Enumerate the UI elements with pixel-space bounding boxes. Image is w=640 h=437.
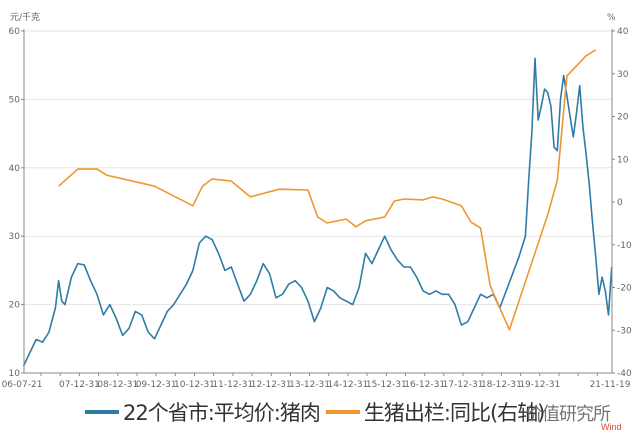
legend-item-pork-price: 22个省市:平均价:猪肉 [85,397,321,427]
right-tick-label: -20 [617,284,632,294]
x-tick-label: 21-11-19 [590,380,631,390]
left-tick-label: 30 [9,232,21,242]
x-tick-label: 11-12-31 [212,380,253,390]
x-tick-label: 15-12-31 [366,380,407,390]
chart-legend: 22个省市:平均价:猪肉 生猪出栏:同比(右轴) [85,395,550,429]
left-tick-label: 40 [9,164,21,174]
legend-swatch-blue [85,410,119,414]
x-tick-label: 08-12-31 [97,380,138,390]
x-tick-label: 14-12-31 [328,380,369,390]
left-axis-unit-label: 元/千克 [10,12,40,23]
series-line [58,49,597,331]
left-tick-label: 20 [9,301,21,311]
right-tick-label: -10 [617,241,632,251]
right-tick-label: -30 [617,326,632,336]
left-tick-label: 10 [9,369,21,379]
x-tick-label: 16-12-31 [404,380,445,390]
right-tick-label: -40 [617,369,632,379]
right-tick-label: 30 [617,70,629,80]
right-tick-label: 0 [617,198,623,208]
right-axis-unit-label: % [607,13,616,23]
x-tick-label: 06-07-21 [2,380,43,390]
legend-swatch-orange [325,410,360,414]
source-label: Wind [601,422,622,432]
series-lines [22,49,613,367]
legend-item-hog-output-yoy: 生猪出栏:同比(右轴) [325,397,545,427]
axes: 60 50 40 30 20 10 40 30 20 10 0 -10 -20 -30 -40 06-07-2… [2,27,632,390]
right-tick-label: 20 [617,113,629,123]
x-tick-label: 19-12-31 [519,380,560,390]
x-tick-label: 09-12-31 [136,380,177,390]
gridlines [24,30,612,306]
legend-label: 22个省市:平均价:猪肉 [123,401,321,425]
right-tick-label: 40 [617,27,629,37]
left-tick-label: 50 [9,95,21,105]
x-tick-label: 17-12-31 [443,380,484,390]
left-tick-label: 60 [9,27,21,37]
watermark-text: 价值研究所 [525,404,611,425]
x-tick-label: 10-12-31 [174,380,215,390]
x-tick-label: 13-12-31 [289,380,330,390]
series-line [22,57,613,367]
x-tick-label: 18-12-31 [481,380,522,390]
right-tick-label: 10 [617,155,629,165]
legend-label: 生猪出栏:同比(右轴) [363,401,545,425]
x-tick-label: 12-12-31 [251,380,292,390]
x-tick-label: 07-12-31 [59,380,100,390]
